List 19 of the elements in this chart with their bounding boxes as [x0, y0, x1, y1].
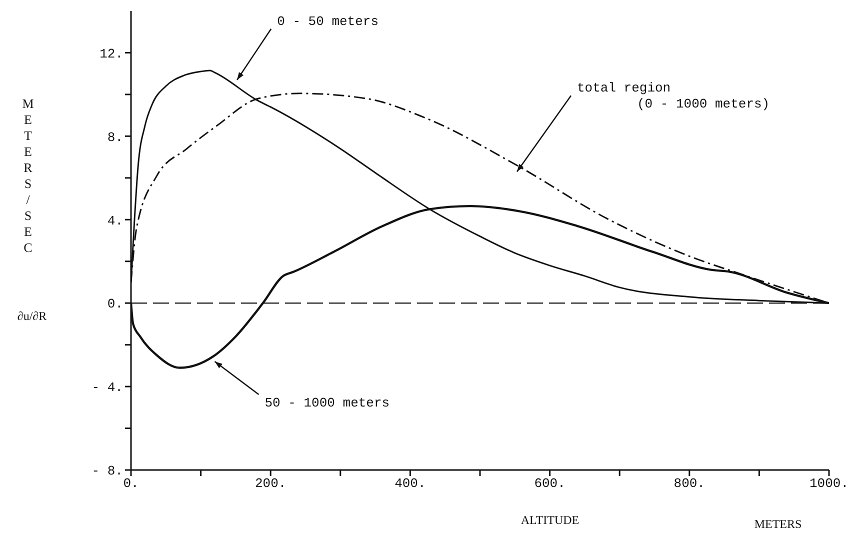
y-tick-label: 12. [100, 46, 123, 62]
y-tick-label: 0. [107, 296, 123, 312]
text: METERS [754, 517, 802, 531]
y-tick-label: 8. [107, 130, 123, 145]
annotation: 50 - 1000 meters [264, 396, 390, 411]
y-tick-label: - 4. [92, 380, 123, 396]
text: ∂u/∂R [17, 309, 47, 323]
annotation: total region (0 - 1000 meters) [576, 80, 770, 112]
y-tick-label: 4. [107, 213, 123, 228]
x-tick-label: 0. [123, 476, 139, 492]
y-tick-label: - 8. [92, 464, 123, 479]
x-tick-label: 1000. [809, 476, 849, 492]
x-tick-label: 200. [254, 476, 286, 492]
text: METERS/SEC [22, 96, 34, 255]
annotation: 0 - 50 meters [277, 14, 379, 29]
x-tick-label: 800. [674, 476, 706, 492]
x-axis-title: ALTITUDE [520, 513, 580, 527]
x-tick-label: 400. [394, 476, 426, 492]
x-tick-label: 600. [534, 476, 566, 492]
